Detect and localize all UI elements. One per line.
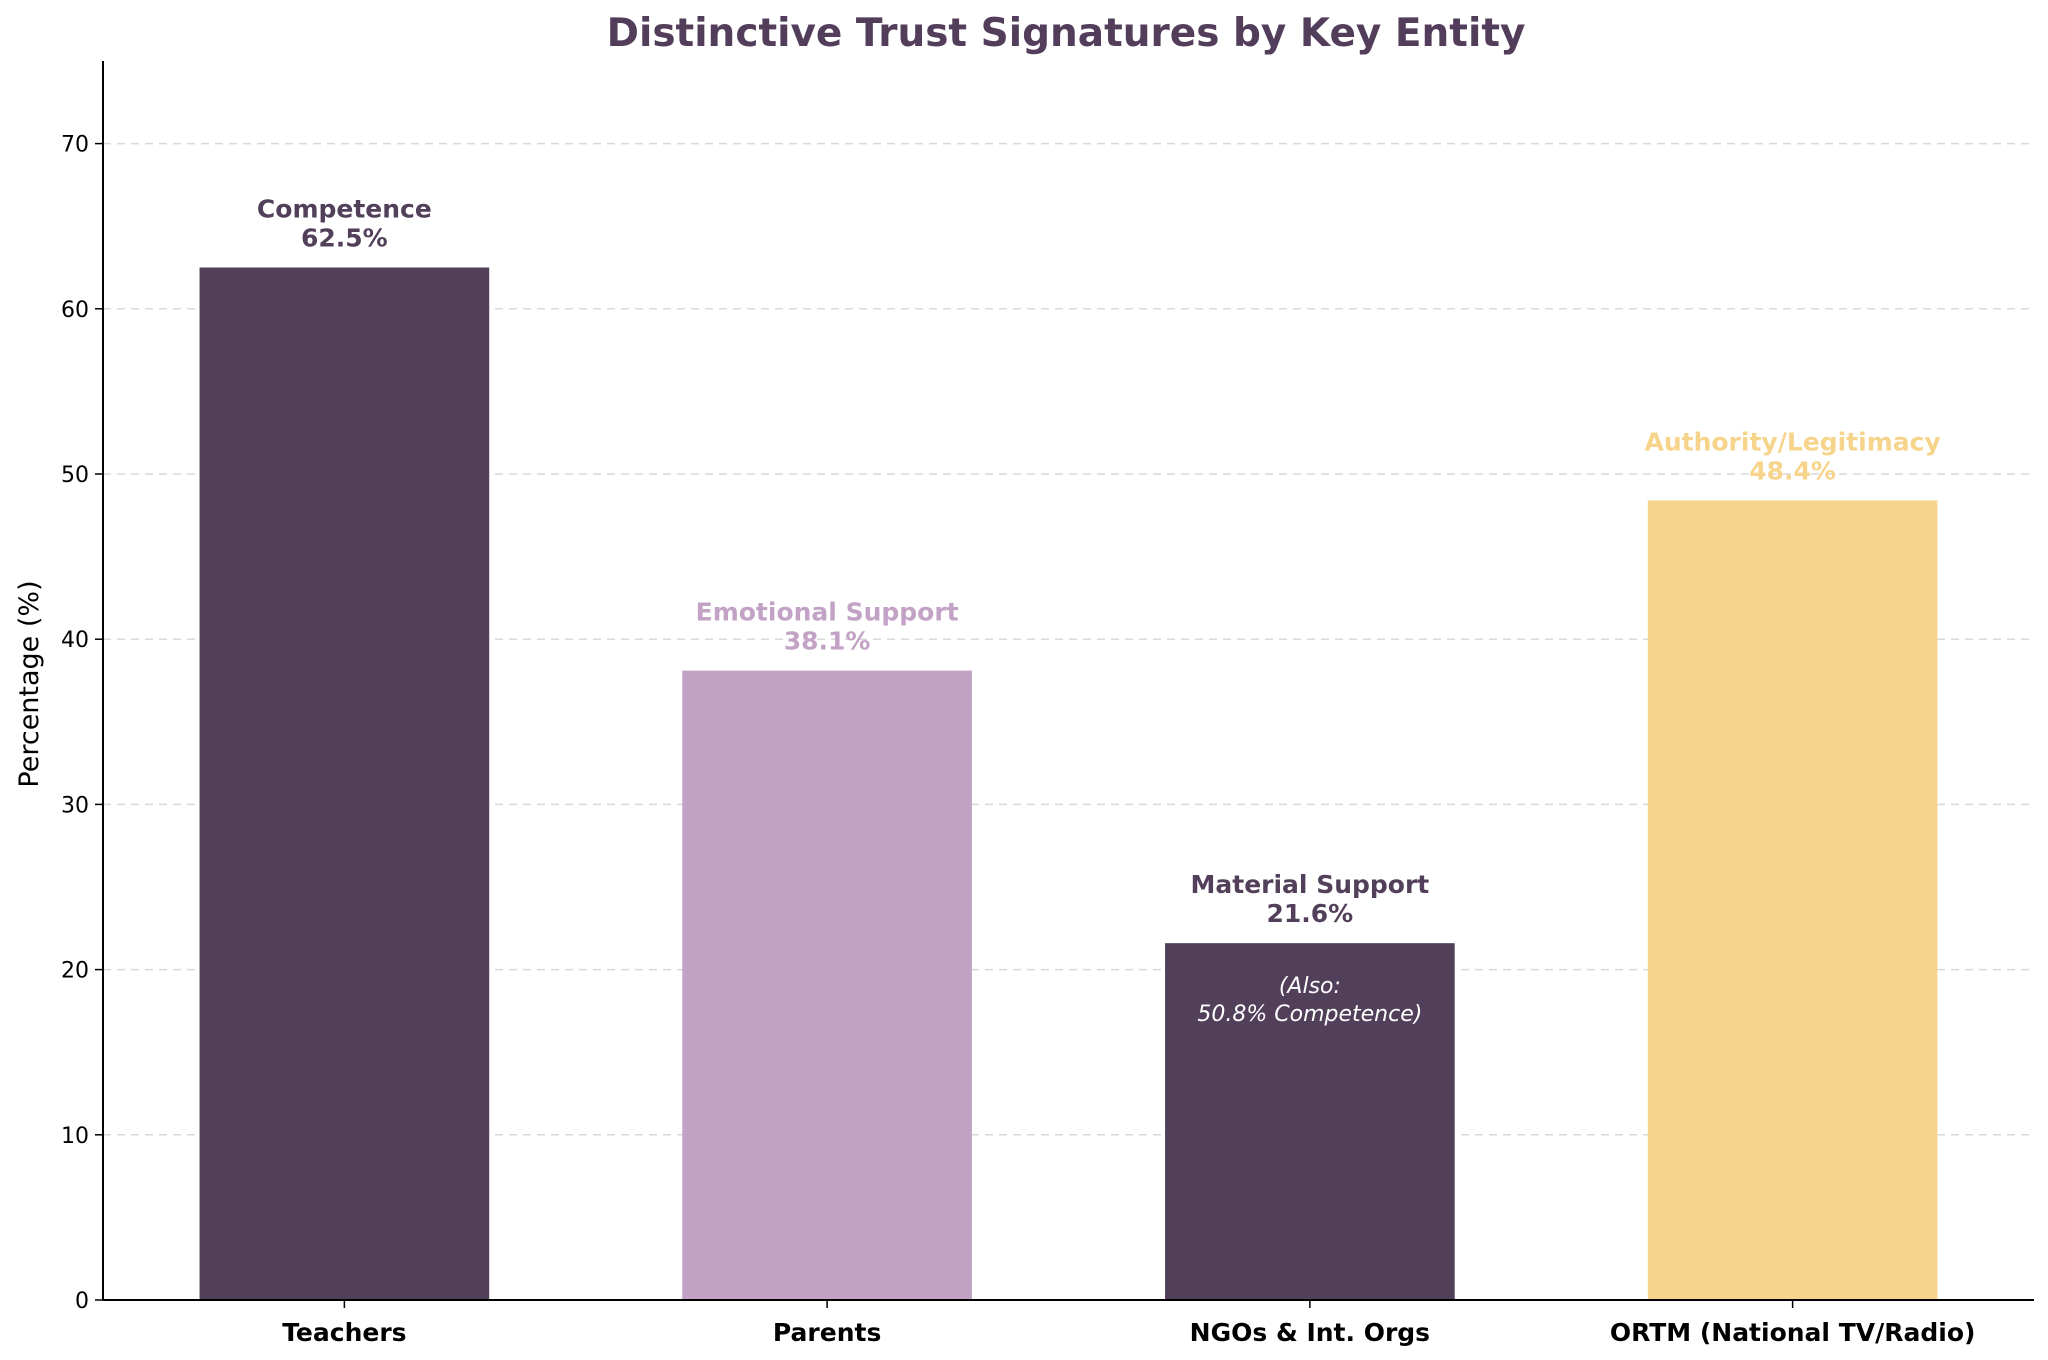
bar-value-label: 38.1% (784, 627, 871, 656)
y-tick-label: 20 (61, 959, 89, 984)
y-tick-label: 60 (61, 298, 89, 323)
bar-annotation-line: (Also: (1279, 974, 1341, 999)
y-axis-ticks: 0 10 20 30 40 50 60 70 (61, 133, 103, 1314)
x-tick-label: Parents (773, 1318, 881, 1347)
bar-value-label: 21.6% (1267, 899, 1354, 928)
bar-annotation-line: 50.8% Competence) (1197, 1002, 1422, 1027)
y-axis-label: Percentage (%) (14, 580, 45, 787)
bar-category-label: Competence (257, 195, 432, 224)
x-tick-label: ORTM (National TV/Radio) (1610, 1318, 1976, 1347)
bar-value-label: 62.5% (301, 224, 388, 253)
bar (1647, 500, 1938, 1300)
y-tick-label: 30 (61, 793, 89, 818)
bar-category-label: Material Support (1191, 870, 1430, 899)
y-tick-label: 0 (75, 1289, 89, 1314)
bar-value-label: 48.4% (1749, 456, 1836, 485)
x-tick-label: Teachers (282, 1318, 406, 1347)
bars (199, 267, 1938, 1300)
y-tick-label: 40 (61, 628, 89, 653)
y-tick-label: 10 (61, 1124, 89, 1149)
chart-title: Distinctive Trust Signatures by Key Enti… (607, 11, 1526, 56)
bar (199, 267, 490, 1300)
bar (1165, 943, 1455, 1300)
bar-category-label: Emotional Support (696, 598, 959, 627)
x-tick-label: NGOs & Int. Orgs (1190, 1318, 1430, 1347)
axes (102, 61, 2034, 1301)
y-tick-label: 50 (61, 463, 89, 488)
x-axis-ticks: Teachers Parents NGOs & Int. Orgs ORTM (Nat… (282, 1300, 1975, 1347)
y-tick-label: 70 (61, 133, 89, 158)
bar (682, 670, 972, 1300)
bar-category-label: Authority/Legitimacy (1644, 427, 1940, 456)
